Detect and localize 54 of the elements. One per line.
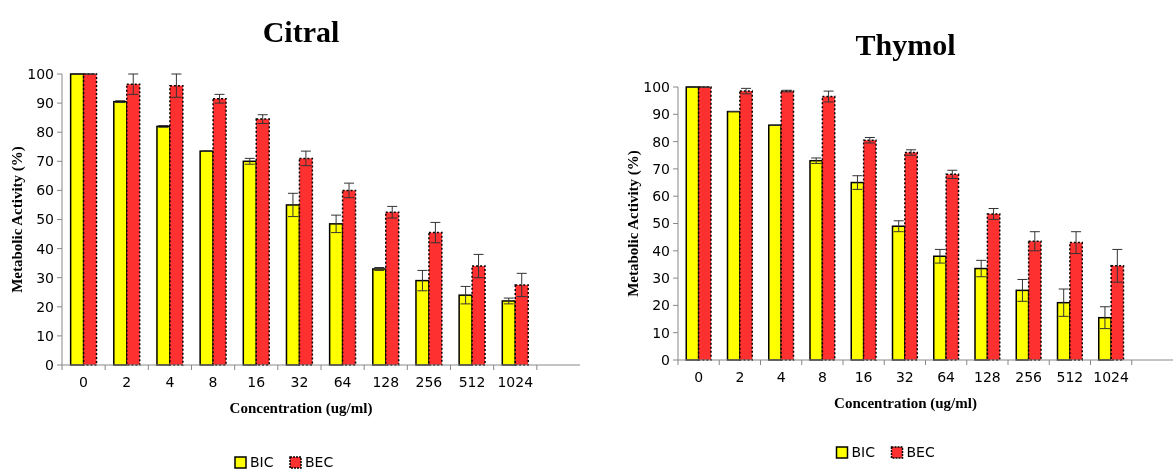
x-tick-label: 2 [735, 369, 745, 385]
x-tick-label: 256 [1015, 369, 1043, 385]
y-tick-label: 100 [643, 78, 670, 95]
y-tick-label: 80 [652, 133, 670, 150]
y-tick-label: 70 [36, 153, 54, 170]
x-tick-label: 32 [895, 369, 914, 385]
x-tick-label: 512 [1056, 369, 1084, 385]
legend-label: BEC [906, 444, 935, 460]
x-tick-label: 8 [208, 374, 218, 390]
legend-label: BEC [305, 454, 334, 470]
y-tick-label: 50 [36, 211, 54, 228]
x-tick-label: 128 [974, 369, 1001, 385]
y-axis-title: Metabolic Activity (%) [625, 150, 642, 297]
y-tick-label: 90 [36, 95, 54, 111]
x-tick-label: 8 [817, 369, 827, 385]
x-tick-label: 32 [290, 374, 309, 390]
y-tick-label: 30 [652, 270, 670, 286]
y-tick-label: 0 [661, 351, 670, 368]
y-tick-label: 40 [36, 240, 54, 257]
y-axis-title: Metabolic Activity (%) [9, 146, 26, 293]
y-tick-label: 20 [36, 298, 54, 315]
legend-label: BIC [851, 444, 876, 460]
y-tick-label: 80 [36, 124, 54, 141]
y-tick-label: 50 [652, 215, 670, 232]
x-tick-label: 16 [854, 369, 873, 385]
chart-title: Thymol [855, 28, 956, 61]
y-tick-label: 10 [36, 327, 54, 344]
y-tick-label: 70 [652, 160, 670, 177]
x-tick-label: 256 [415, 374, 443, 390]
x-tick-label: 0 [79, 374, 89, 390]
x-tick-label: 0 [694, 369, 704, 385]
x-tick-label: 2 [122, 374, 132, 390]
y-tick-label: 30 [36, 269, 54, 286]
y-tick-label: 100 [27, 65, 54, 82]
x-axis-title: Concentration (ug/ml) [834, 395, 977, 412]
x-tick-label: 128 [372, 374, 400, 390]
x-tick-label: 4 [165, 374, 175, 390]
x-tick-label: 64 [937, 369, 956, 385]
x-tick-label: 64 [333, 374, 352, 390]
y-tick-label: 10 [652, 324, 670, 341]
x-tick-label: 1024 [497, 374, 534, 390]
y-tick-label: 90 [652, 106, 670, 123]
y-tick-label: 60 [652, 188, 670, 205]
chart-title: Citral [262, 15, 340, 48]
x-tick-label: 512 [458, 374, 486, 390]
x-tick-label: 4 [776, 369, 786, 385]
y-tick-label: 20 [652, 297, 670, 314]
x-tick-label: 16 [247, 374, 266, 390]
y-tick-label: 40 [652, 242, 670, 259]
x-axis-title: Concentration (ug/ml) [229, 400, 373, 417]
legend-label: BIC [250, 454, 274, 470]
y-tick-label: 0 [45, 356, 54, 373]
y-tick-label: 60 [36, 182, 54, 199]
x-tick-label: 1024 [1093, 369, 1130, 385]
